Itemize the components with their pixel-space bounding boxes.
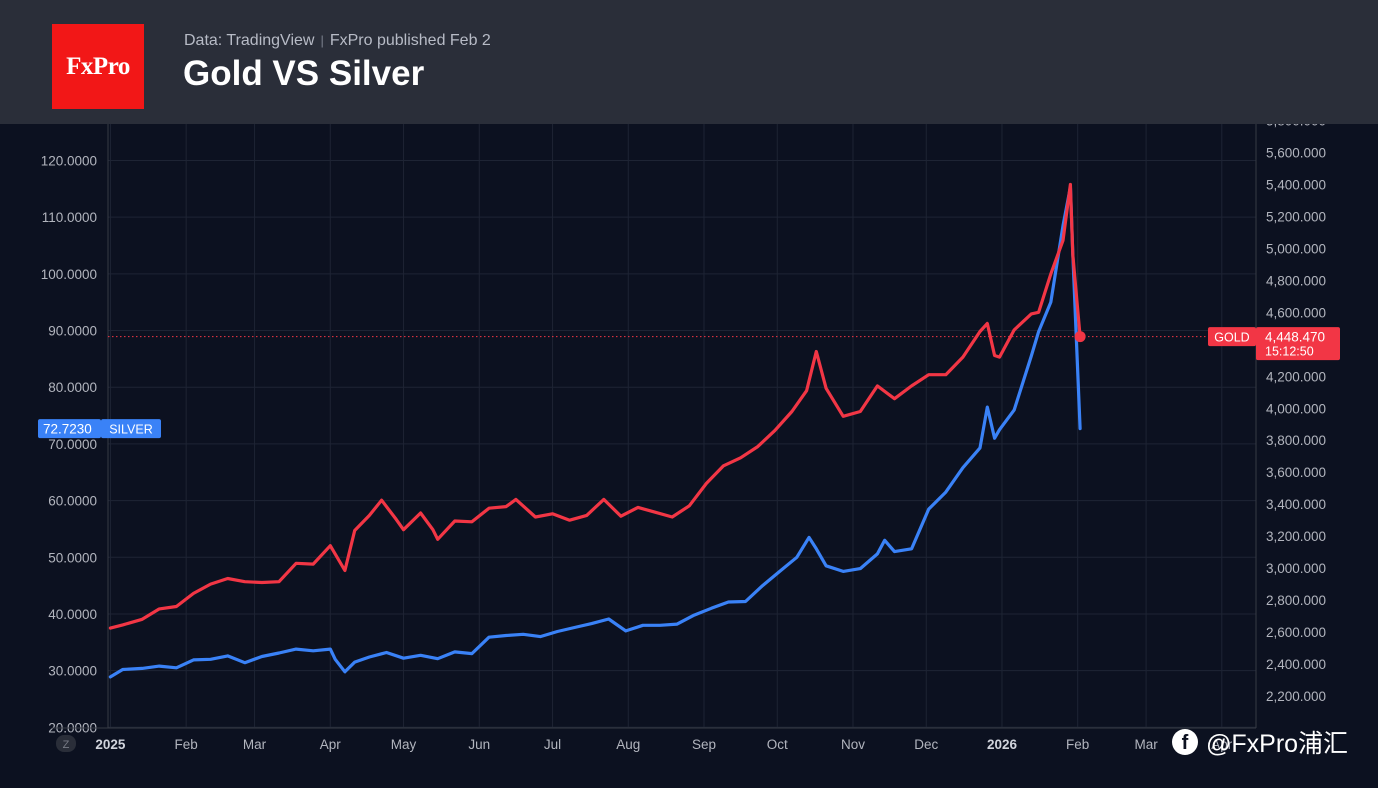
gold-price-label: 4,448.470	[1265, 330, 1325, 345]
chart-header: FxPro Data: TradingView | FxPro published …	[0, 0, 1378, 124]
left-axis-tick-label: 110.0000	[42, 210, 97, 225]
right-axis-tick-label: 5,600.000	[1266, 146, 1326, 161]
right-axis-tick-label: 4,000.000	[1266, 401, 1326, 416]
fxpro-logo: FxPro	[52, 24, 144, 109]
price-chart[interactable]: 20.000030.000040.000050.000060.000070.00…	[0, 124, 1378, 788]
right-axis-tick-label: 3,200.000	[1266, 529, 1326, 544]
right-axis-tick-label: 4,800.000	[1266, 273, 1326, 288]
x-axis-tick-label: Apr	[1211, 737, 1233, 752]
right-axis-tick-label: 2,400.000	[1266, 657, 1326, 672]
silver-price-label: 72.7230	[43, 422, 92, 437]
separator: |	[320, 33, 324, 48]
silver-name-label: SILVER	[109, 423, 153, 437]
x-axis-tick-label: Jun	[468, 737, 490, 752]
gold-price-tag	[1256, 327, 1340, 361]
right-axis-tick-label: 3,400.000	[1266, 497, 1326, 512]
gold-name-label: GOLD	[1214, 331, 1249, 345]
x-axis-tick-label: Feb	[1066, 737, 1089, 752]
left-axis-tick-label: 100.0000	[41, 267, 97, 282]
facebook-icon: f	[1172, 729, 1198, 755]
data-source-label: Data: TradingView	[184, 32, 315, 49]
published-label: FxPro published Feb 2	[329, 32, 491, 49]
x-axis-tick-label: Oct	[767, 737, 788, 752]
right-axis-tick-label: 2,200.000	[1266, 689, 1326, 704]
chart-subtitle: Data: TradingView | FxPro published Feb 2	[184, 32, 491, 50]
silver-name-tag	[101, 419, 161, 439]
silver-series-line	[108, 185, 1082, 679]
x-axis-tick-label: Feb	[175, 737, 198, 752]
right-axis-tick-label: 3,600.000	[1266, 465, 1326, 480]
watermark: f @FxPro浦汇	[1172, 724, 1348, 760]
x-axis-tick-label: Dec	[914, 737, 938, 752]
right-axis-tick-label: 3,000.000	[1266, 561, 1326, 576]
left-axis-tick-label: 80.0000	[48, 380, 97, 395]
right-axis-tick-label: 5,400.000	[1266, 177, 1326, 192]
gold-last-point-marker	[1074, 331, 1086, 343]
left-axis-tick-label: 90.0000	[48, 324, 97, 339]
right-axis-tick-label: 5,200.000	[1266, 209, 1326, 224]
chart-title: Gold VS Silver	[183, 54, 425, 93]
x-axis-tick-label: Nov	[841, 737, 865, 752]
x-axis-tick-label: Apr	[320, 737, 342, 752]
x-axis-tick-label: 2026	[987, 737, 1018, 752]
zoom-button-label: Z	[63, 739, 70, 751]
right-axis-tick-label: 4,200.000	[1266, 369, 1326, 384]
x-axis-tick-label: Sep	[692, 737, 716, 752]
left-axis-tick-label: 50.0000	[48, 550, 97, 565]
left-axis-tick-label: 120.0000	[41, 154, 97, 169]
x-axis-tick-label: Mar	[1134, 737, 1158, 752]
x-axis-tick-label: May	[391, 737, 417, 752]
right-axis-tick-label: 5,000.000	[1266, 241, 1326, 256]
left-axis-tick-label: 40.0000	[48, 607, 97, 622]
right-axis-tick-label: 4,600.000	[1266, 305, 1326, 320]
left-axis-tick-label: 30.0000	[48, 664, 97, 679]
right-axis-tick-label: 5,800.000	[1266, 124, 1326, 129]
gold-series-line	[108, 182, 1082, 630]
silver-price-tag	[38, 419, 101, 439]
x-axis-tick-label: Aug	[616, 737, 640, 752]
x-axis-tick-label: Jul	[544, 737, 561, 752]
x-axis-tick-label: 2025	[95, 737, 126, 752]
right-axis-tick-label: 2,800.000	[1266, 593, 1326, 608]
gold-name-tag	[1208, 327, 1256, 347]
right-axis-tick-label: 2,600.000	[1266, 625, 1326, 640]
watermark-text: @FxPro浦汇	[1206, 730, 1349, 758]
right-axis-tick-label: 3,800.000	[1266, 433, 1326, 448]
zoom-button[interactable]	[56, 735, 76, 752]
x-axis-tick-label: Mar	[243, 737, 267, 752]
left-axis-tick-label: 60.0000	[48, 494, 97, 509]
gold-countdown-label: 15:12:50	[1265, 345, 1314, 359]
left-axis-tick-label: 70.0000	[48, 437, 97, 452]
